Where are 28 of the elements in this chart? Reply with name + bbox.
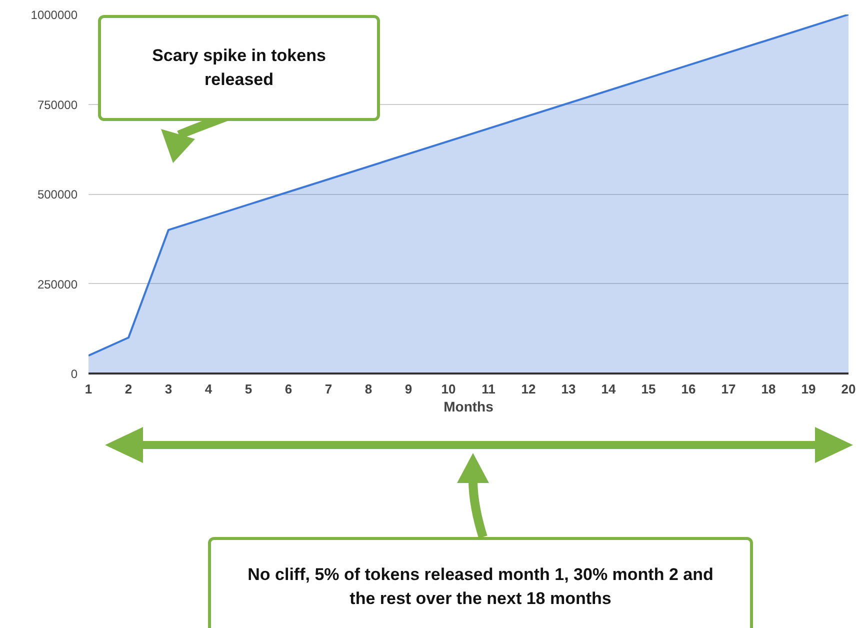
x-tick-label: 2 (124, 382, 132, 396)
x-tick-label: 14 (601, 382, 616, 396)
x-tick-label: 9 (404, 382, 412, 396)
callout-note: No cliff, 5% of tokens released month 1, 30% month 2 and the rest over the next 18 months (208, 537, 753, 628)
y-tick-label: 250000 (37, 277, 78, 292)
x-tick-label: 17 (721, 382, 736, 396)
y-tick-label: 750000 (37, 98, 78, 112)
x-tick-label: 20 (841, 382, 856, 396)
x-tick-label: 8 (364, 382, 372, 396)
y-tick-label: 1000000 (30, 8, 78, 22)
x-tick-label: 19 (801, 382, 816, 396)
x-tick-label: 18 (761, 382, 776, 396)
x-tick-label: 5 (244, 382, 252, 396)
callout-spike: Scary spike in tokens released (98, 15, 380, 121)
x-tick-label: 11 (482, 382, 496, 396)
x-tick-label: 7 (324, 382, 332, 396)
x-tick-label: 4 (204, 382, 213, 396)
x-tick-label: 1 (84, 382, 92, 396)
y-tick-label: 0 (70, 367, 78, 381)
y-tick-label: 500000 (37, 188, 78, 202)
x-tick-label: 15 (641, 382, 656, 396)
x-tick-label: 16 (681, 382, 696, 396)
x-tick-label: 10 (441, 382, 456, 396)
x-tick-label: 12 (521, 382, 536, 396)
x-axis-title: Months (444, 398, 494, 414)
x-tick-label: 3 (164, 382, 172, 396)
x-tick-label: 13 (561, 382, 576, 396)
x-tick-label: 6 (284, 382, 292, 396)
